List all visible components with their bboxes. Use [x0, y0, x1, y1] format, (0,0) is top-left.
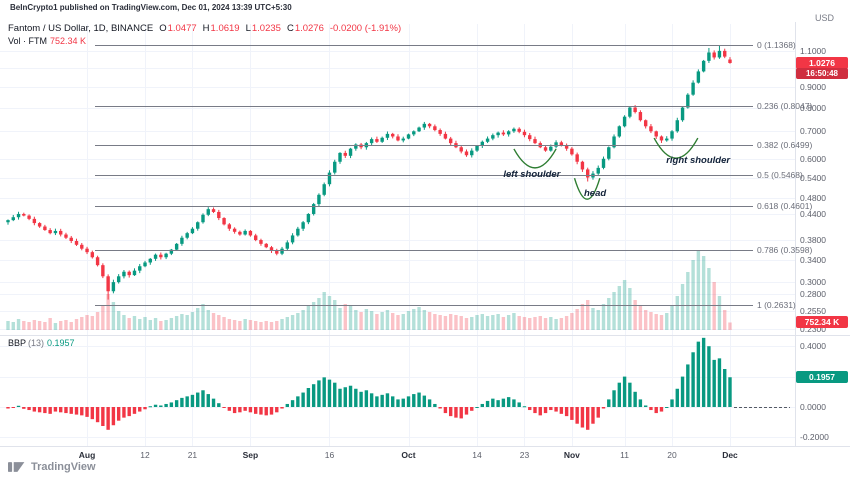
- time-axis-label: Dec: [722, 450, 738, 460]
- tradingview-logo-icon: [8, 462, 25, 472]
- fib-level-label[interactable]: 0.382 (0.6499): [757, 139, 813, 150]
- pattern-annotation-label[interactable]: right shoulder: [666, 154, 731, 166]
- price-axis-label: 0.7000: [800, 126, 826, 137]
- price-axis-label: 0.3400: [800, 254, 826, 265]
- bbp-indicator-params: (13): [28, 338, 45, 348]
- bbp-value-badge: 0.1957: [796, 371, 848, 383]
- time-axis-label: 16: [324, 450, 335, 460]
- ohlc-values: O1.0477 H1.0619 L1.0235 C1.0276: [153, 23, 324, 34]
- ohlc-close-value: 1.0276: [294, 23, 324, 34]
- change-value: -0.0200 (-1.91%): [329, 23, 402, 34]
- last-price-badge: 1.0276: [796, 57, 848, 69]
- time-axis-label: Oct: [401, 450, 416, 460]
- time-axis-label: 11: [620, 450, 629, 460]
- bbp-indicator-name: BBP: [8, 338, 27, 348]
- fib-level-label[interactable]: 0.618 (0.4601): [757, 201, 813, 211]
- bbp-axis-label: -0.2000: [800, 432, 829, 443]
- bbp-axis-label: 0.4000: [800, 341, 826, 352]
- volume-value: 752.34 K: [50, 36, 87, 46]
- fib-level-label[interactable]: 0.786 (0.3598): [757, 244, 813, 255]
- price-axis-label: 0.3000: [800, 277, 826, 288]
- attribution-text: BeInCrypto1 published on TradingView.com…: [10, 3, 292, 12]
- volume-legend[interactable]: Vol · FTM 752.34 K: [8, 36, 86, 46]
- ohlc-low-value: 1.0235: [251, 23, 281, 34]
- price-axis-label: 0.5400: [800, 172, 826, 183]
- ohlc-low-letter: L: [245, 23, 251, 34]
- time-axis-separator: [0, 446, 850, 447]
- volume-label: Vol · FTM: [8, 36, 48, 46]
- price-axis-label: 0.9000: [800, 81, 826, 92]
- price-axis-label: 0.8000: [800, 102, 826, 113]
- time-axis-label: 12: [140, 450, 150, 460]
- time-axis-label: Sep: [242, 450, 259, 460]
- price-axis-label: 0.2800: [800, 289, 826, 300]
- time-axis-label: 14: [472, 450, 482, 460]
- price-axis-label: 0.4800: [800, 193, 826, 204]
- price-axis-label: 0.4400: [800, 208, 826, 219]
- price-axis-label: 0.2300: [800, 324, 826, 335]
- pattern-annotation-label[interactable]: head: [584, 188, 607, 200]
- bbp-axis-label: 0.0000: [800, 402, 826, 412]
- candle-countdown-badge: 16:50:48: [796, 68, 848, 79]
- tradingview-brand-text: TradingView: [31, 461, 96, 473]
- time-axis-label: 23: [519, 450, 530, 460]
- pane-separator[interactable]: [0, 335, 850, 336]
- currency-axis-label[interactable]: USD: [814, 13, 834, 23]
- time-axis-label: 20: [667, 450, 677, 460]
- fib-level-label[interactable]: 0.5 (0.5468): [757, 170, 803, 181]
- ohlc-open-value: 1.0477: [167, 23, 197, 34]
- price-axis-label: 0.6000: [800, 153, 826, 164]
- ohlc-high-letter: H: [202, 23, 210, 34]
- fib-level-label[interactable]: 0 (1.1368): [757, 40, 796, 50]
- pattern-annotation-label[interactable]: left shoulder: [503, 169, 561, 181]
- price-axis-separator: [795, 22, 796, 446]
- ohlc-high-value: 1.0619: [210, 23, 240, 34]
- ohlc-open-letter: O: [159, 23, 167, 34]
- ohlc-close-letter: C: [286, 23, 294, 34]
- price-axis-label: 1.1000: [800, 45, 826, 56]
- fib-level-label[interactable]: 0.236 (0.8047): [757, 101, 813, 112]
- time-axis-label: Aug: [78, 450, 96, 460]
- fib-level-label[interactable]: 1 (0.2631): [757, 300, 796, 311]
- price-axis-label: 0.3800: [800, 235, 826, 246]
- bbp-legend[interactable]: BBP (13) 0.1957: [8, 338, 75, 348]
- symbol-title[interactable]: Fantom / US Dollar, 1D, BINANCE: [8, 23, 154, 34]
- time-axis-label: Nov: [563, 450, 580, 460]
- volume-value-badge: 752.34 K: [796, 316, 848, 328]
- bbp-indicator-value: 0.1957: [47, 338, 75, 348]
- tradingview-logo[interactable]: TradingView: [8, 461, 96, 473]
- time-axis[interactable]: [0, 447, 795, 463]
- price-axis-label: 0.2550: [800, 306, 826, 317]
- symbol-legend: Fantom / US Dollar, 1D, BINANCE O1.0477 H1…: [8, 23, 401, 34]
- time-axis-label: 21: [187, 450, 198, 460]
